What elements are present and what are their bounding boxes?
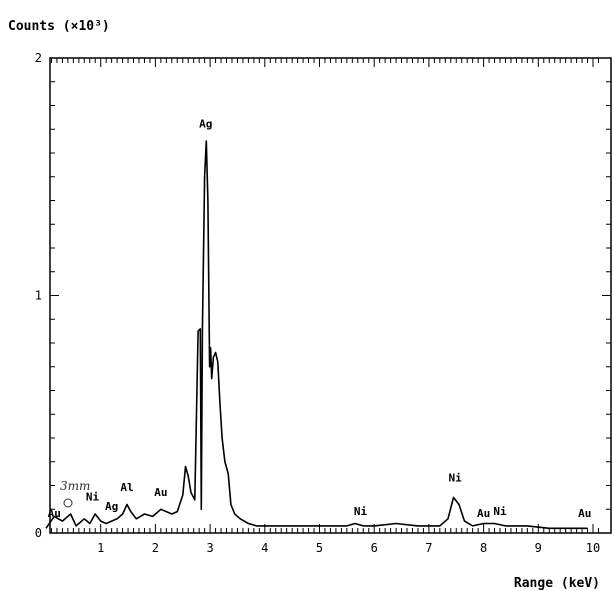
spectrum-line [45,140,588,530]
x-tick-label: 8 [480,541,487,555]
handwritten-note-text: 3mm [60,479,90,493]
peak-label-au: Au [154,486,167,499]
y-tick-label: 2 [35,51,42,65]
y-tick-label: 1 [35,289,42,303]
y-axis-title: Counts (×10³) [8,19,110,34]
x-tick-label: 6 [371,541,378,555]
peak-label-ni: Ni [354,505,368,518]
x-tick-label: 2 [152,541,159,555]
handwritten-note: 3mm [60,479,90,508]
peak-label-au: Au [48,507,61,520]
peak-label-ag: Ag [105,500,118,513]
plot-frame [49,57,612,534]
peak-label-al: Al [120,481,133,494]
x-tick-label: 9 [535,541,542,555]
x-tick-label: 5 [316,541,323,555]
x-tick-label: 10 [586,541,600,555]
peak-label-ni: Ni [493,505,507,518]
tick-labels: 1 2 3 4 5 6 7 8 9 10 0 1 2 [35,51,600,555]
peak-label-ni: Ni [86,491,100,504]
peak-label-ag: Ag [199,118,212,131]
handwritten-circle [63,498,73,508]
peak-label-au: Au [578,507,591,520]
x-axis-title: Range (keV) [514,576,600,591]
y-tick-label: 0 [35,526,42,540]
x-tick-label: 1 [97,541,104,555]
x-tick-label: 7 [425,541,432,555]
peak-label-au: Au [477,507,490,520]
x-tick-label: 4 [261,541,268,555]
axis-ticks [50,57,611,534]
x-tick-label: 3 [206,541,213,555]
peak-label-ni: Ni [449,472,463,485]
